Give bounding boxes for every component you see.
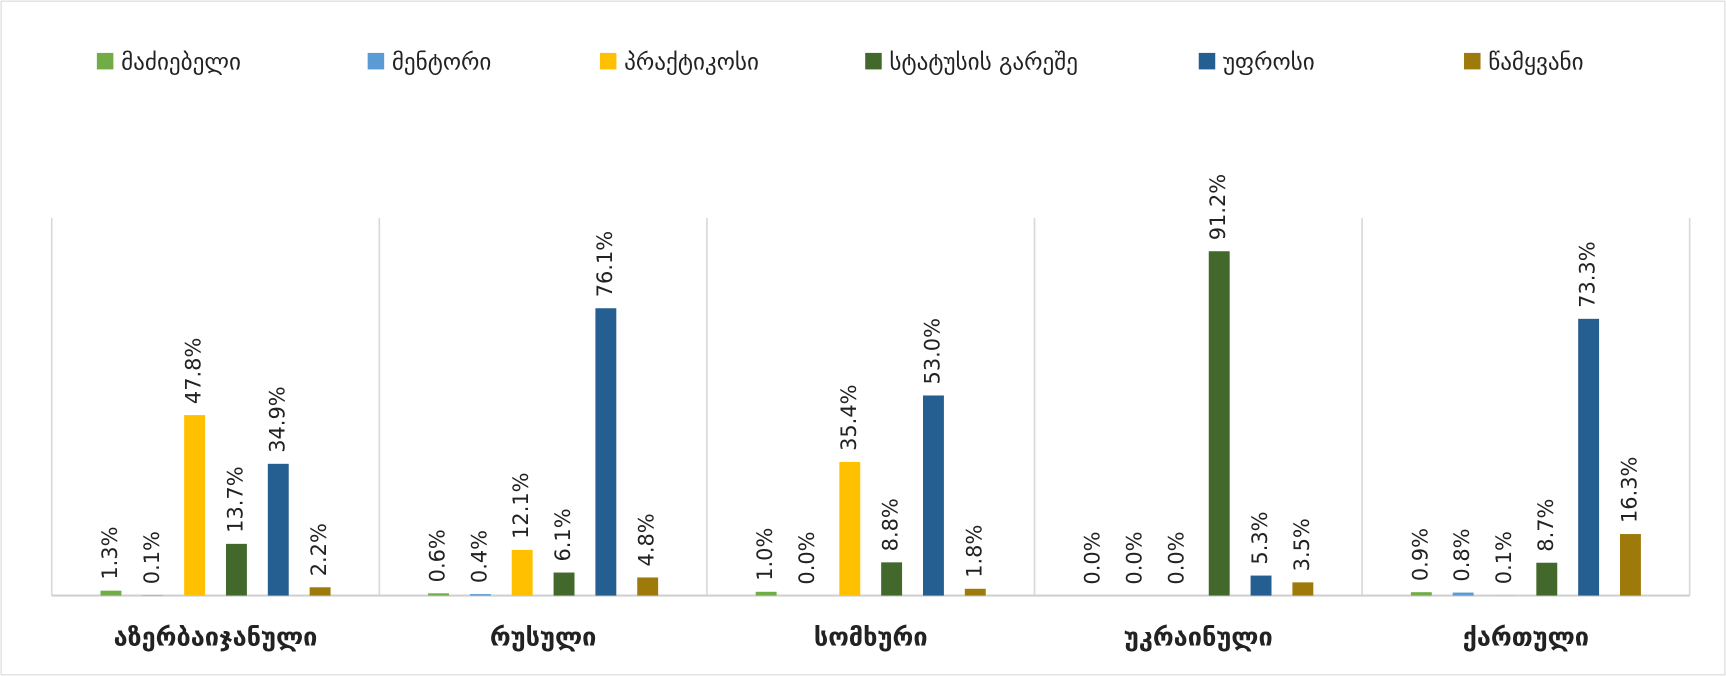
bar xyxy=(637,577,659,596)
value-label: 2.2% xyxy=(307,523,331,576)
x-tick-label: უკრაინული xyxy=(1124,623,1273,652)
bar xyxy=(1452,592,1474,596)
value-label: 4.8% xyxy=(635,513,659,566)
value-label: 76.1% xyxy=(593,231,617,297)
bar xyxy=(267,463,289,596)
bar xyxy=(511,549,533,596)
bar xyxy=(595,308,617,596)
x-tick-label: რუსული xyxy=(490,623,597,652)
x-tick-label: აზერბაიჯანული xyxy=(114,623,318,652)
value-label: 3.5% xyxy=(1290,518,1314,571)
bar xyxy=(1250,575,1272,596)
value-label: 47.8% xyxy=(182,338,206,404)
value-label: 0.0% xyxy=(1164,531,1188,584)
value-label: 73.3% xyxy=(1576,241,1600,307)
bar xyxy=(881,562,903,596)
legend-label: მაძიებელი xyxy=(121,49,241,75)
value-label: 35.4% xyxy=(837,384,861,450)
bar xyxy=(469,594,491,596)
value-label: 0.4% xyxy=(467,530,491,583)
legend-label: მენტორი xyxy=(392,49,492,75)
value-label: 0.9% xyxy=(1408,528,1432,581)
legend-swatch xyxy=(865,52,882,70)
value-label: 16.3% xyxy=(1617,457,1641,523)
value-label: 1.3% xyxy=(98,527,122,580)
bar xyxy=(1578,318,1600,596)
value-label: 8.8% xyxy=(879,498,903,551)
value-label: 91.2% xyxy=(1206,174,1230,240)
bar xyxy=(964,588,986,596)
bar xyxy=(100,590,122,596)
value-label: 13.7% xyxy=(223,466,247,532)
bar xyxy=(755,591,777,596)
bar xyxy=(1410,592,1432,596)
value-label: 0.0% xyxy=(1081,531,1105,584)
bar xyxy=(839,461,861,596)
x-tick-label: სომხური xyxy=(814,623,928,652)
legend-label: წამყვანი xyxy=(1488,49,1583,75)
value-label: 1.0% xyxy=(753,528,777,581)
value-label: 0.8% xyxy=(1450,528,1474,581)
x-tick-label: ქართული xyxy=(1463,623,1589,652)
bar xyxy=(1208,251,1230,596)
value-label: 6.1% xyxy=(551,508,575,561)
value-label: 0.6% xyxy=(426,529,450,582)
legend-swatch xyxy=(1198,52,1216,70)
bar xyxy=(428,593,450,596)
bar xyxy=(225,543,247,596)
legend-swatch xyxy=(599,52,617,70)
bar xyxy=(1536,562,1558,596)
value-label: 34.9% xyxy=(265,386,289,452)
legend-swatch xyxy=(96,52,114,70)
value-label: 0.1% xyxy=(140,531,164,584)
bar xyxy=(309,587,331,596)
value-label: 0.0% xyxy=(795,531,819,584)
value-label: 0.1% xyxy=(1492,531,1516,584)
bar xyxy=(553,572,575,596)
bar xyxy=(184,415,206,596)
legend-label: უფროსი xyxy=(1223,49,1315,75)
value-label: 0.0% xyxy=(1123,531,1147,584)
value-label: 5.3% xyxy=(1248,511,1272,564)
value-label: 8.7% xyxy=(1534,499,1558,552)
bar xyxy=(1619,534,1641,596)
value-label: 12.1% xyxy=(509,472,533,538)
legend-swatch xyxy=(367,52,385,70)
legend-swatch xyxy=(1464,52,1481,70)
legend-label: სტატუსის გარეშე xyxy=(889,49,1078,75)
bar xyxy=(922,395,944,596)
legend-label: პრაქტიკოსი xyxy=(624,49,759,75)
bar xyxy=(1292,582,1314,596)
value-label: 1.8% xyxy=(962,525,986,578)
value-label: 53.0% xyxy=(920,318,944,384)
